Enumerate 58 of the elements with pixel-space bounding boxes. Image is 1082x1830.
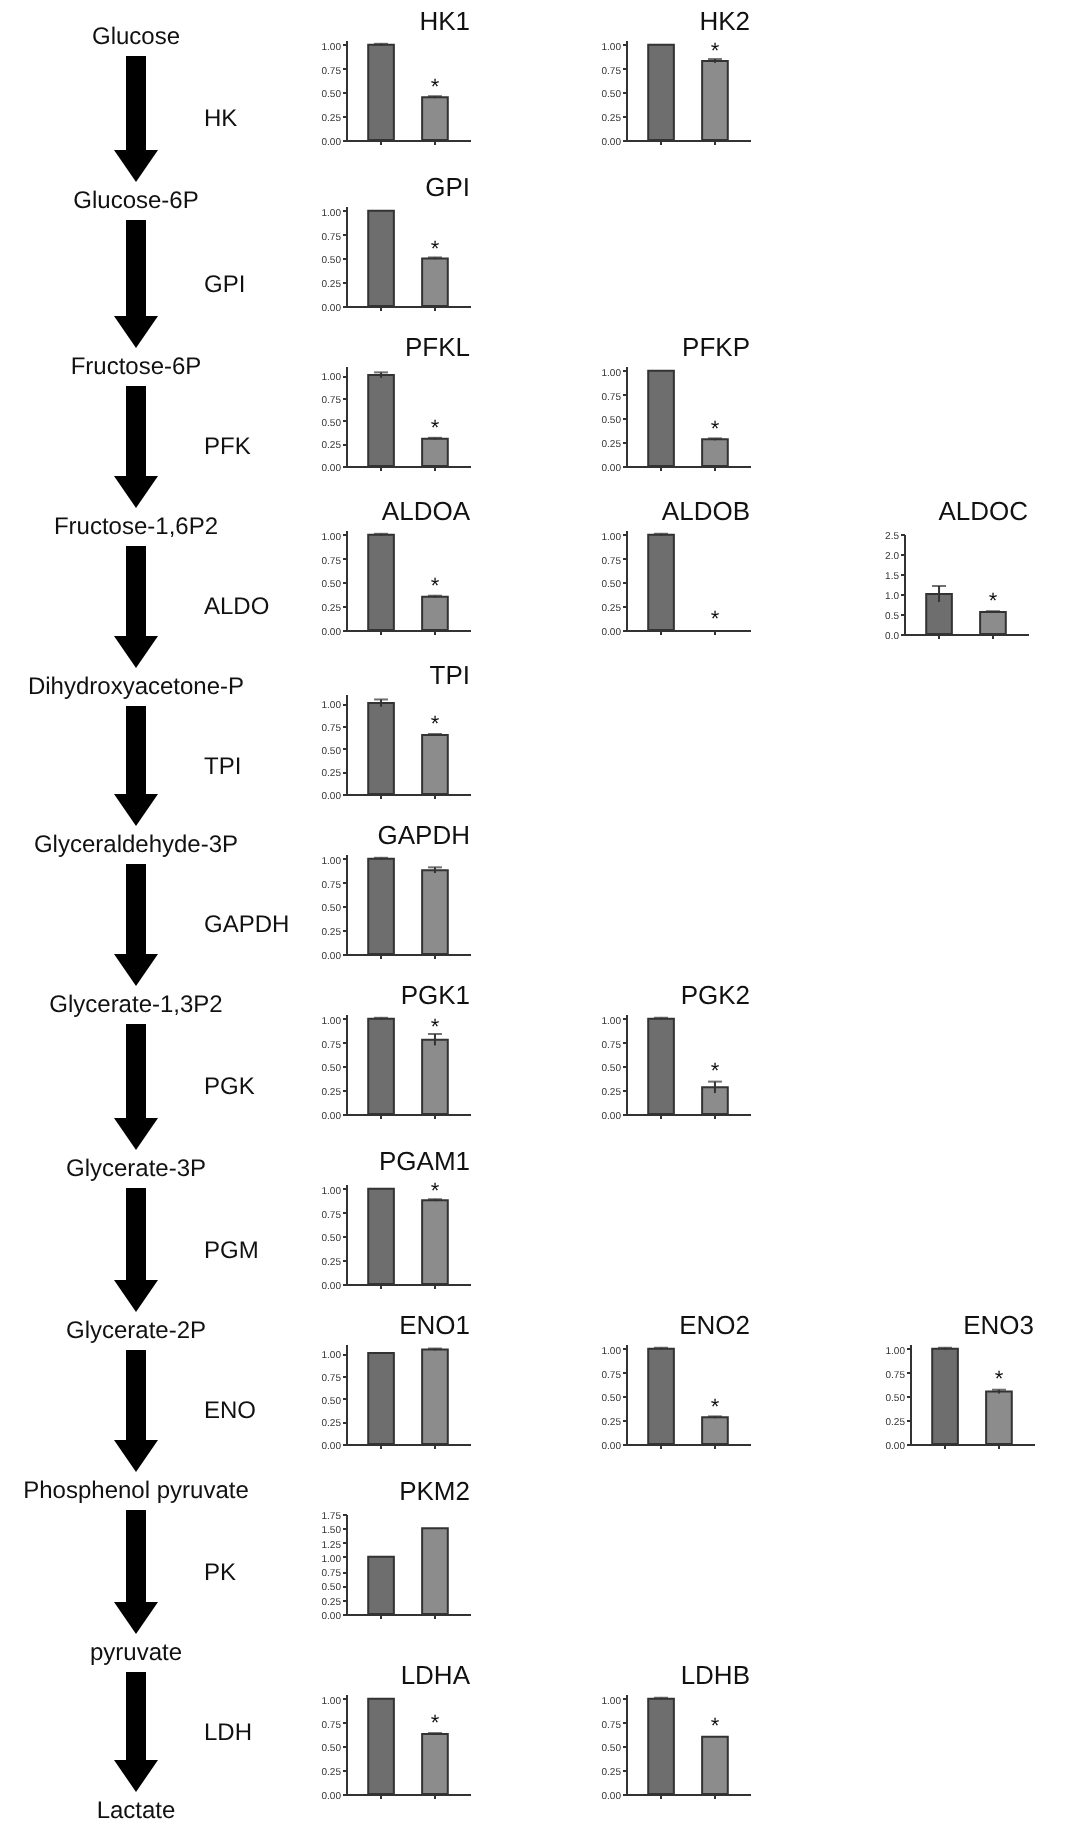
annotation: * xyxy=(994,1368,1005,1392)
text: Glyceraldehyde-3P xyxy=(33,830,239,858)
chart-title: LDHA xyxy=(400,1660,471,1690)
chart-title: ENO3 xyxy=(963,1310,1034,1340)
annotation: * xyxy=(710,417,721,442)
annotation: * xyxy=(430,574,441,599)
text: Dihydroxyacetone-P xyxy=(27,672,245,700)
text: Fructose-1,6P2 xyxy=(53,512,219,540)
annotation: * xyxy=(430,712,441,737)
text: ENO xyxy=(204,1396,257,1424)
annotation: * xyxy=(430,1180,441,1205)
annotation: * xyxy=(430,76,441,101)
chart-title: PFKL xyxy=(404,332,470,362)
chart-title: GPI xyxy=(425,172,470,202)
chart-title: ALDOA xyxy=(381,496,471,526)
chart-title: PGK2 xyxy=(680,980,750,1010)
text: PK xyxy=(204,1557,237,1585)
chart-title: ALDOC xyxy=(938,496,1028,526)
annotation: * xyxy=(710,1059,721,1084)
text: Glycerate-3P xyxy=(65,1154,207,1182)
annotation: * xyxy=(430,237,441,262)
annotation: * xyxy=(710,40,721,65)
text: PFK xyxy=(204,432,251,460)
text: Lactate xyxy=(96,1796,176,1824)
text: Glycerate-1,3P2 xyxy=(49,990,223,1018)
annotation: * xyxy=(988,590,999,614)
chart-title: ENO1 xyxy=(399,1310,470,1340)
chart-title: PGK1 xyxy=(400,980,470,1010)
annotation: * xyxy=(710,1395,721,1420)
chart-title: HK2 xyxy=(699,6,750,36)
text: Phosphenol pyruvate xyxy=(23,1476,249,1504)
chart-title: ENO2 xyxy=(679,1310,750,1340)
annotation: * xyxy=(430,1016,441,1041)
text: Fructose-6P xyxy=(70,352,202,380)
text: TPI xyxy=(204,751,242,779)
annotation: * xyxy=(710,608,721,633)
text: Glucose xyxy=(91,22,181,50)
annotation: * xyxy=(710,1715,721,1740)
chart-title: HK1 xyxy=(419,6,470,36)
text: PGK xyxy=(204,1072,255,1100)
text: HK xyxy=(204,104,238,132)
text: GPI xyxy=(204,269,246,297)
text: PGM xyxy=(204,1235,259,1263)
chart-title: ALDOB xyxy=(661,496,750,526)
chart-title: GAPDH xyxy=(377,820,470,850)
chart-title: LDHB xyxy=(680,1660,750,1690)
text: pyruvate xyxy=(89,1638,183,1666)
chart-title: TPI xyxy=(429,660,470,690)
annotation: * xyxy=(430,417,441,442)
text: Glycerate-2P xyxy=(65,1316,207,1344)
text: GAPDH xyxy=(204,910,290,938)
chart-title: PFKP xyxy=(682,332,750,362)
text: Glucose-6P xyxy=(73,186,199,214)
chart-title: PKM2 xyxy=(399,1476,470,1506)
annotation: * xyxy=(430,1712,441,1737)
chart-title: PGAM1 xyxy=(378,1146,470,1177)
text: ALDO xyxy=(204,592,270,620)
text: LDH xyxy=(204,1717,253,1745)
